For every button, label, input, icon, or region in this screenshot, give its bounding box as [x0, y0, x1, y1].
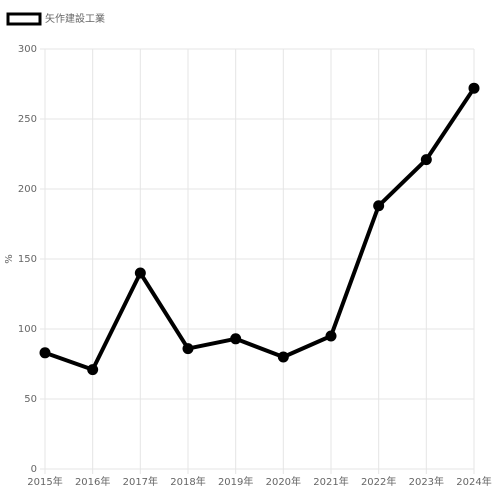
point — [468, 82, 480, 94]
x-tick-label: 2020年 — [266, 475, 301, 488]
point — [39, 347, 51, 359]
line — [44, 87, 476, 372]
y-tick-label: 50 — [24, 394, 37, 405]
y-tick-label: 100 — [18, 324, 37, 335]
legend-swatch — [6, 12, 42, 26]
legend-label: 矢作建設工業 — [45, 12, 105, 25]
y-tick-label: 250 — [18, 114, 37, 125]
y-tick-label: 150 — [18, 254, 37, 265]
point — [134, 267, 146, 279]
point — [277, 351, 289, 363]
x-tick-label: 2021年 — [313, 475, 348, 488]
y-tick-label: 300 — [18, 44, 37, 55]
x-tick-label: 2015年 — [27, 475, 62, 488]
y-tick-label: 0 — [31, 464, 37, 475]
x-tick-label: 2023年 — [409, 475, 444, 488]
point — [230, 333, 242, 345]
point — [182, 343, 194, 355]
y-tick-label: 200 — [18, 184, 37, 195]
point — [373, 200, 385, 212]
point — [87, 364, 99, 376]
y-axis-label: % — [4, 254, 15, 264]
point — [420, 154, 432, 166]
point — [325, 330, 337, 342]
x-tick-label: 2022年 — [361, 475, 396, 488]
x-tick-label: 2024年 — [456, 475, 491, 488]
x-tick-label: 2018年 — [170, 475, 205, 488]
x-tick-label: 2016年 — [75, 475, 110, 488]
x-tick-label: 2019年 — [218, 475, 253, 488]
x-tick-label: 2017年 — [123, 475, 158, 488]
